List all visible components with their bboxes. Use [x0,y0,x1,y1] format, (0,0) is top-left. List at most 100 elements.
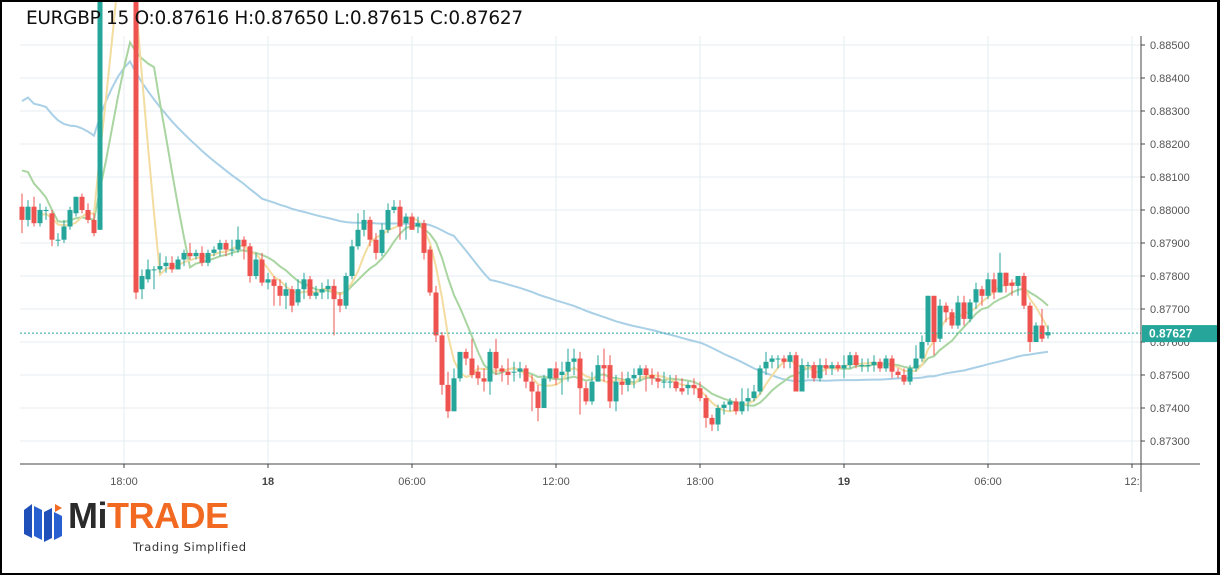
candle[interactable] [307,276,313,300]
candle[interactable] [181,249,187,267]
candle[interactable] [769,355,775,369]
candle[interactable] [793,351,799,392]
candle[interactable] [193,249,199,260]
candle[interactable] [337,292,343,313]
candle[interactable] [787,351,793,369]
candle[interactable] [1003,272,1009,293]
candle[interactable] [295,279,301,306]
candle[interactable] [739,388,745,415]
candle[interactable] [631,368,637,389]
candle[interactable] [421,219,427,260]
candle[interactable] [31,196,37,227]
candle[interactable] [487,348,493,395]
candle[interactable] [907,365,913,385]
candle[interactable] [619,371,625,395]
candle[interactable] [601,348,607,382]
candle[interactable] [37,203,43,227]
candle[interactable] [559,361,565,395]
candle[interactable] [1045,325,1051,339]
candle[interactable] [853,351,859,369]
candle[interactable] [829,361,835,375]
candle[interactable] [79,193,85,214]
candle[interactable] [409,213,415,230]
candle[interactable] [1015,276,1021,296]
candle[interactable] [223,239,229,257]
candle[interactable] [157,252,163,273]
candle[interactable] [775,355,781,369]
candle[interactable] [427,246,433,296]
candle[interactable] [139,269,145,300]
candle[interactable] [625,371,631,392]
candle[interactable] [841,355,847,379]
candle[interactable] [349,239,355,280]
candle[interactable] [499,365,505,382]
candle[interactable] [517,361,523,379]
candle[interactable] [847,351,853,369]
candle[interactable] [277,279,283,306]
candle[interactable] [901,368,907,385]
candle[interactable] [661,371,667,389]
candle[interactable] [679,378,685,395]
candle[interactable] [961,295,967,326]
candle[interactable] [973,282,979,309]
candle[interactable] [685,381,691,395]
candle[interactable] [991,272,997,300]
candle[interactable] [331,279,337,336]
candle[interactable] [745,388,751,412]
candle[interactable] [247,243,253,283]
candle[interactable] [283,282,289,309]
candle[interactable] [493,338,499,375]
candle[interactable] [145,259,151,283]
candle[interactable] [415,216,421,234]
candle[interactable] [727,398,733,412]
candle[interactable] [925,295,931,346]
candle[interactable] [1021,272,1027,309]
candle[interactable] [565,348,571,382]
candle[interactable] [385,203,391,234]
candle[interactable] [613,375,619,412]
candle[interactable] [673,375,679,392]
candle[interactable] [523,365,529,389]
candle[interactable] [889,355,895,379]
candle[interactable] [325,279,331,300]
candle[interactable] [577,351,583,415]
candle[interactable] [61,219,67,243]
candle[interactable] [979,285,985,306]
candle[interactable] [1009,279,1015,296]
candle[interactable] [469,338,475,379]
candle[interactable] [883,355,889,372]
candle[interactable] [913,345,919,372]
candle[interactable] [445,371,451,418]
candle[interactable] [265,272,271,290]
candle[interactable] [235,226,241,253]
candle[interactable] [733,398,739,415]
candle[interactable] [199,246,205,267]
candle[interactable] [205,249,211,267]
candle[interactable] [505,358,511,385]
candle[interactable] [511,361,517,382]
candle[interactable] [313,285,319,300]
candle[interactable] [943,302,949,323]
candle[interactable] [799,358,805,392]
candle[interactable] [73,196,79,217]
candle[interactable] [367,216,373,247]
candle[interactable] [289,285,295,313]
candle[interactable] [817,358,823,382]
candle[interactable] [85,203,91,224]
candle[interactable] [805,361,811,379]
candle[interactable] [403,213,409,240]
candle[interactable] [211,246,217,257]
candle[interactable] [241,236,247,260]
candle[interactable] [949,309,955,329]
candle[interactable] [643,365,649,392]
candle[interactable] [715,404,721,432]
candle[interactable] [1027,302,1033,352]
candle[interactable] [589,371,595,405]
candle[interactable] [997,252,1003,293]
candle[interactable] [451,368,457,412]
candle[interactable] [529,375,535,412]
candle[interactable] [637,365,643,382]
candle[interactable] [865,358,871,372]
candle[interactable] [151,266,157,290]
